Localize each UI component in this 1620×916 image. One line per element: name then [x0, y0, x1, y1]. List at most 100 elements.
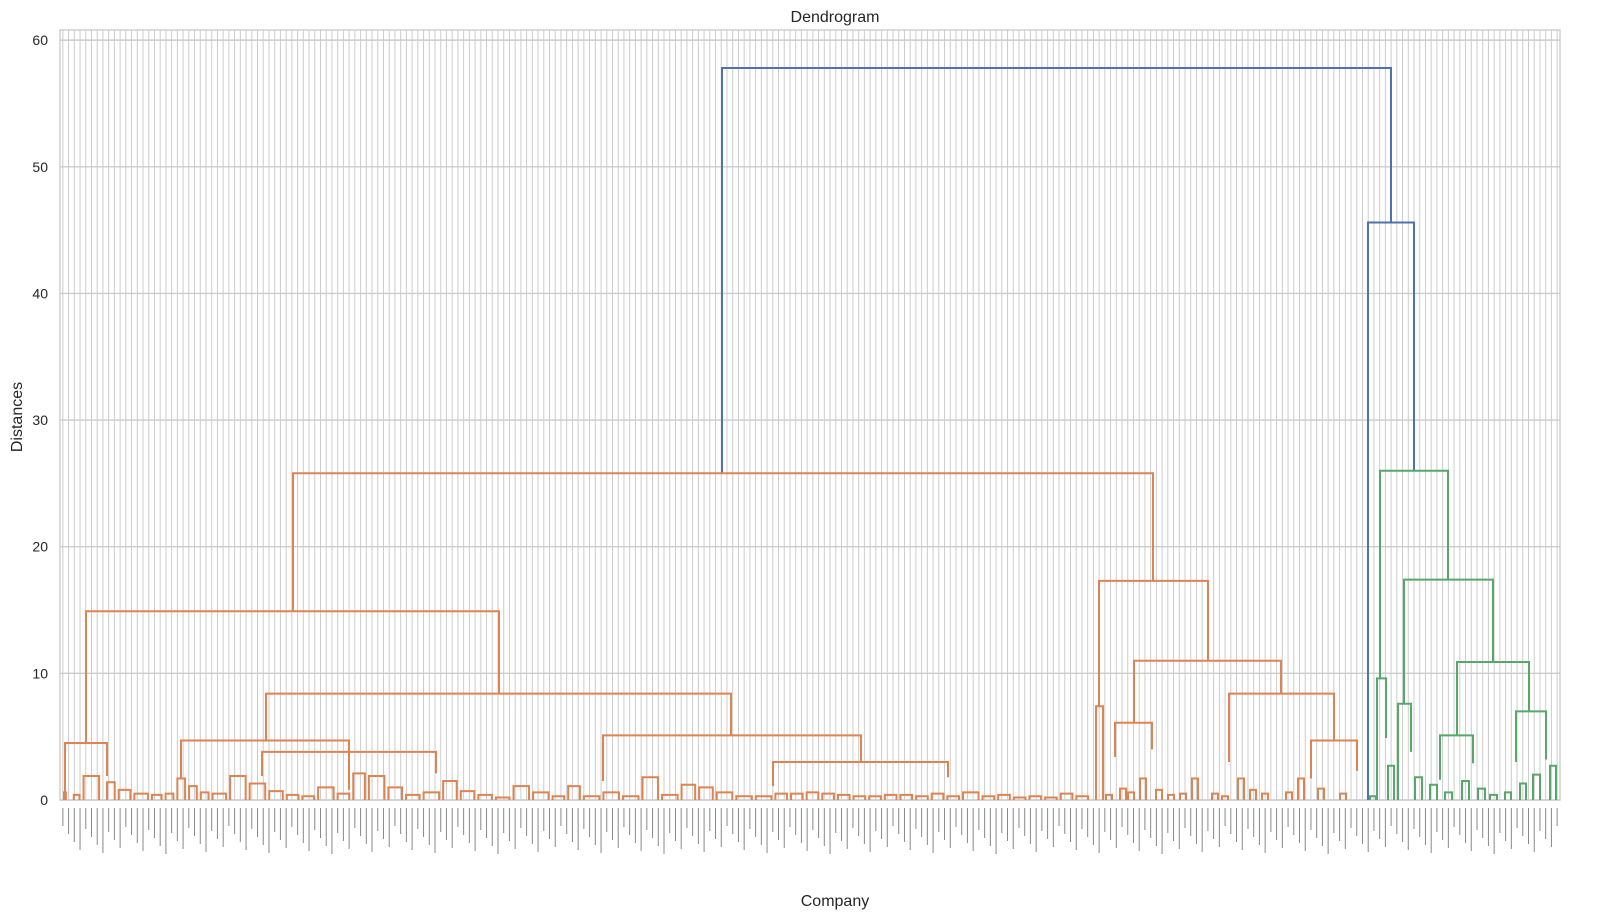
orange-leaf-merge-link	[1127, 791, 1135, 800]
orange-leaf-merge-link	[551, 795, 566, 800]
orange-leaf-merge-link	[268, 790, 284, 800]
orange-leaf-merge-link	[229, 774, 247, 800]
orange-leaf-merge-link	[774, 792, 789, 800]
orange-leaf-merge-link	[698, 786, 714, 800]
orange-right-link	[1098, 579, 1209, 707]
root-link	[721, 66, 1392, 474]
orange-right-a-link	[1095, 705, 1104, 800]
green-leaf-merge-link	[1369, 795, 1377, 800]
orange-leaf-merge-link	[883, 793, 898, 800]
chart-title: Dendrogram	[791, 9, 880, 26]
orange-right-b2-sub-link	[1310, 739, 1358, 779]
orange-leaf-merge-link	[72, 793, 81, 800]
orange-leaf-merge-link	[164, 792, 175, 800]
orange-leaf-merge-link	[1012, 796, 1027, 800]
y-tick-label: 10	[32, 665, 48, 681]
green-leaf-merge-link	[1477, 787, 1486, 800]
orange-leaf-merge-link	[962, 791, 980, 800]
orange-leaf-merge-link	[621, 795, 640, 800]
green-leaf-merge-link	[1387, 764, 1395, 800]
orange-leaf-merge-link	[1105, 793, 1113, 800]
orange-leaf-merge-link	[1179, 792, 1187, 800]
green-right-a-link	[1397, 702, 1412, 800]
green-right-b1-link	[1439, 734, 1474, 780]
orange-leaf-merge-link	[715, 791, 734, 800]
orange-leaf-merge-link	[1261, 792, 1269, 800]
orange-leaf-merge-link	[1317, 787, 1325, 800]
green-leaf-merge-link	[1532, 773, 1541, 800]
root-right-link	[1367, 221, 1415, 800]
link-layer	[63, 66, 1557, 800]
orange-leaf-merge-link	[336, 792, 351, 800]
orange-right-b2-link	[1228, 692, 1335, 763]
orange-leaf-merge-link	[317, 786, 335, 800]
green-leaf-merge-link	[1461, 780, 1470, 800]
orange-leaf-merge-link	[285, 793, 300, 800]
orange-leaf-merge-link	[459, 790, 476, 800]
orange-leaf-merge-link	[150, 793, 163, 800]
orange-leaf-merge-link	[477, 793, 493, 800]
green-leaf-merge-link	[1489, 793, 1498, 800]
leaf-label-layer	[62, 808, 1558, 854]
orange-leaf-merge-link	[1221, 795, 1229, 800]
orange-leaf-merge-link	[602, 791, 620, 800]
orange-left-link	[85, 610, 500, 744]
orange-leaf-merge-link	[532, 791, 550, 800]
green-leaf-merge-link	[1519, 782, 1527, 800]
orange-leaf-merge-link	[422, 791, 441, 800]
orange-leaf-merge-link	[981, 795, 996, 800]
green-leaf-merge-link	[1444, 791, 1453, 800]
orange-leaf-merge-link	[915, 795, 929, 800]
orange-leaf-merge-link	[176, 777, 187, 800]
y-tick-label: 60	[32, 32, 48, 48]
orange-leaf-merge-link	[199, 791, 210, 800]
orange-leaf-merge-link	[352, 772, 366, 800]
orange-leaf-merge-link	[790, 792, 804, 800]
orange-leaf-merge-link	[1139, 777, 1147, 800]
orange-leaf-merge-link	[367, 774, 386, 800]
orange-right-b-link	[1133, 659, 1282, 723]
orange-leaf-merge-link	[1191, 777, 1199, 800]
orange-leaf-merge-link	[1028, 795, 1043, 800]
orange-leaf-merge-link	[1297, 777, 1305, 800]
orange-leaf-merge-link	[567, 785, 581, 800]
orange-leaf-merge-link	[63, 791, 67, 800]
orange-leaf-merge-link	[930, 792, 945, 800]
green-left-link	[1376, 677, 1387, 800]
orange-right-b1-link	[1114, 721, 1153, 757]
orange-leaf-merge-link	[805, 791, 820, 800]
green-right-b-link	[1456, 660, 1530, 736]
orange-leaf-merge-link	[641, 776, 660, 800]
orange-leaf-merge-link	[117, 788, 132, 800]
orange-leaf-merge-link	[248, 782, 267, 800]
orange-leaf-merge-link	[188, 785, 198, 800]
orange-leaf-merge-link	[735, 795, 753, 800]
orange-leaf-merge-link	[582, 795, 601, 800]
orange-leaf-merge-link	[405, 793, 421, 800]
orange-leaf-merge-link	[494, 796, 511, 800]
orange-left-a-link	[64, 742, 108, 793]
orange-left-b2-link	[602, 734, 862, 782]
orange-leaf-merge-link	[1211, 792, 1219, 800]
orange-leaf-merge-link	[821, 792, 835, 800]
orange-leaf-merge-link	[1044, 796, 1058, 800]
orange-main-link	[292, 472, 1154, 612]
orange-leaf-merge-link	[1059, 792, 1074, 800]
green-leaf-merge-link	[1504, 791, 1512, 800]
orange-leaf-merge-link	[946, 795, 961, 800]
orange-leaf-merge-link	[1249, 788, 1257, 800]
orange-left-b1-link	[180, 739, 350, 790]
plot-frame	[59, 29, 1561, 801]
y-tick-label: 40	[32, 285, 48, 301]
orange-left-b2-sub-link	[772, 761, 949, 787]
orange-leaf-merge-link	[442, 780, 458, 800]
orange-leaf-merge-link	[997, 793, 1011, 800]
orange-leaf-merge-link	[852, 795, 867, 800]
green-main-link	[1379, 469, 1449, 679]
y-tick-layer: 0 10 20 30 40 50 60	[32, 32, 48, 808]
orange-leaf-merge-link	[680, 783, 697, 800]
y-tick-label: 0	[40, 792, 48, 808]
grid-layer	[59, 29, 1561, 801]
orange-leaf-merge-link	[301, 795, 316, 800]
